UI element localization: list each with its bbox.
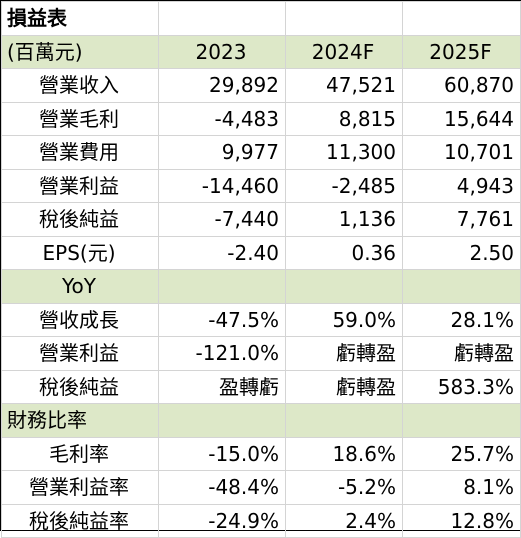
section-header-row: YoY	[1, 269, 521, 304]
year-header: 2024F	[285, 34, 403, 69]
value-cell: 虧轉盈	[402, 336, 521, 371]
empty-cell	[158, 403, 286, 438]
value-cell: -2,485	[285, 168, 403, 203]
value-cell: 29,892	[158, 68, 286, 103]
table-row: 稅後純益 -7,440 1,136 7,761	[1, 202, 521, 237]
value-cell: 47,521	[285, 68, 403, 103]
value-cell: -121.0%	[158, 336, 286, 371]
table-row: 毛利率 -15.0% 18.6% 25.7%	[1, 436, 521, 471]
value-cell: -47.5%	[158, 302, 286, 337]
row-label: 稅後純益	[1, 369, 159, 404]
value-cell: 59.0%	[285, 302, 403, 337]
income-rows: 營業收入 29,892 47,521 60,870 營業毛利 -4,483 8,815 15,…	[1, 68, 521, 270]
empty-cell	[402, 269, 521, 304]
value-cell: 18.6%	[285, 436, 403, 471]
row-label: 營業毛利	[1, 101, 159, 136]
value-cell: -4,483	[158, 101, 286, 136]
section-title-yoy: YoY	[1, 269, 159, 304]
row-label: EPS(元)	[1, 235, 159, 270]
table-row: 稅後純益率 -24.9% 2.4% 12.8%	[1, 503, 521, 538]
table-row: 營收成長 -47.5% 59.0% 28.1%	[1, 302, 521, 337]
row-label: 營業收入	[1, 68, 159, 103]
row-label: 營業利益	[1, 336, 159, 371]
value-cell: 4,943	[402, 168, 521, 203]
empty-cell	[285, 403, 403, 438]
value-cell: -7,440	[158, 202, 286, 237]
row-label: 稅後純益率	[1, 503, 159, 538]
title-row: 損益表	[1, 1, 521, 36]
value-cell: -24.9%	[158, 503, 286, 538]
row-label: 稅後純益	[1, 202, 159, 237]
section-header-row: 財務比率	[1, 403, 521, 438]
table-row: 營業利益率 -48.4% -5.2% 8.1%	[1, 470, 521, 505]
empty-cell	[402, 403, 521, 438]
row-label: 營收成長	[1, 302, 159, 337]
sheet-title: 損益表	[1, 1, 159, 36]
value-cell: 1,136	[285, 202, 403, 237]
empty-cell	[158, 1, 286, 36]
year-header-row: (百萬元) 2023 2024F 2025F	[1, 34, 521, 69]
value-cell: 7,761	[402, 202, 521, 237]
value-cell: 9,977	[158, 135, 286, 170]
value-cell: -14,460	[158, 168, 286, 203]
value-cell: 12.8%	[402, 503, 521, 538]
empty-cell	[285, 1, 403, 36]
table-row: EPS(元) -2.40 0.36 2.50	[1, 235, 521, 270]
table-row: 營業毛利 -4,483 8,815 15,644	[1, 101, 521, 136]
value-cell: 60,870	[402, 68, 521, 103]
ratio-rows: 毛利率 -15.0% 18.6% 25.7% 營業利益率 -48.4% -5.2% 8.1% 稅…	[1, 436, 521, 538]
row-label: 營業費用	[1, 135, 159, 170]
empty-cell	[402, 1, 521, 36]
year-header: 2023	[158, 34, 286, 69]
unit-label: (百萬元)	[1, 34, 159, 69]
value-cell: 28.1%	[402, 302, 521, 337]
value-cell: 8,815	[285, 101, 403, 136]
value-cell: 0.36	[285, 235, 403, 270]
value-cell: 583.3%	[402, 369, 521, 404]
value-cell: -2.40	[158, 235, 286, 270]
value-cell: 8.1%	[402, 470, 521, 505]
value-cell: -5.2%	[285, 470, 403, 505]
value-cell: 虧轉盈	[285, 336, 403, 371]
value-cell: 2.50	[402, 235, 521, 270]
value-cell: -15.0%	[158, 436, 286, 471]
value-cell: -48.4%	[158, 470, 286, 505]
year-header: 2025F	[402, 34, 521, 69]
section-title-ratios: 財務比率	[1, 403, 159, 438]
value-cell: 2.4%	[285, 503, 403, 538]
row-label: 毛利率	[1, 436, 159, 471]
value-cell: 虧轉盈	[285, 369, 403, 404]
table-row: 營業收入 29,892 47,521 60,870	[1, 68, 521, 103]
table-row: 營業利益 -14,460 -2,485 4,943	[1, 168, 521, 203]
table-row: 營業費用 9,977 11,300 10,701	[1, 135, 521, 170]
yoy-rows: 營收成長 -47.5% 59.0% 28.1% 營業利益 -121.0% 虧轉盈 虧轉盈 稅後純…	[1, 302, 521, 404]
value-cell: 11,300	[285, 135, 403, 170]
value-cell: 15,644	[402, 101, 521, 136]
empty-cell	[285, 269, 403, 304]
row-label: 營業利益率	[1, 470, 159, 505]
table-row: 稅後純益 盈轉虧 虧轉盈 583.3%	[1, 369, 521, 404]
value-cell: 25.7%	[402, 436, 521, 471]
empty-cell	[158, 269, 286, 304]
table-row: 營業利益 -121.0% 虧轉盈 虧轉盈	[1, 336, 521, 371]
value-cell: 10,701	[402, 135, 521, 170]
row-label: 營業利益	[1, 168, 159, 203]
value-cell: 盈轉虧	[158, 369, 286, 404]
